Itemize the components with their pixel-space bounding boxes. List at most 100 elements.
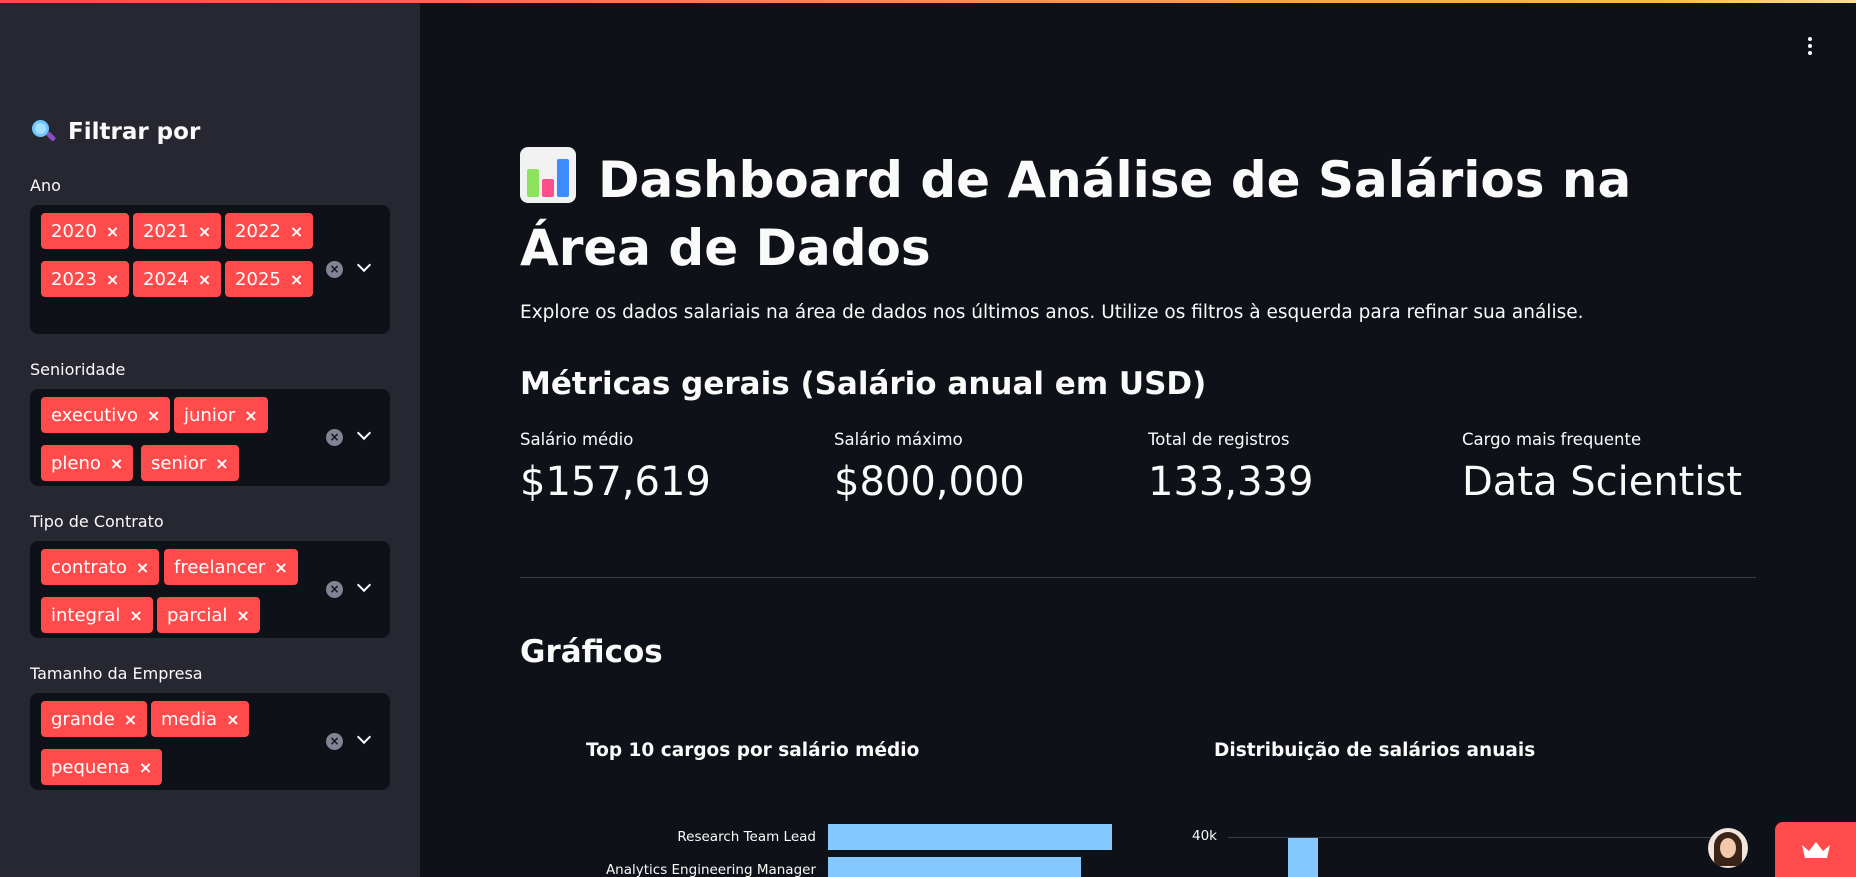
sidebar-header: Filtrar por xyxy=(30,118,200,146)
chip-label: 2023 xyxy=(51,268,97,290)
metric-label: Salário médio xyxy=(520,430,634,449)
bar-mark[interactable] xyxy=(828,824,1112,850)
metric-label: Salário máximo xyxy=(834,430,963,449)
chip-remove-icon[interactable]: × xyxy=(129,605,143,625)
filter-chip: 2025 × xyxy=(225,261,314,297)
chip-label: contrato xyxy=(51,556,127,578)
chip-label: 2020 xyxy=(51,220,97,242)
filter-chip: pequena × xyxy=(41,749,163,785)
chip-remove-icon[interactable]: × xyxy=(105,221,120,241)
chip-remove-icon[interactable]: × xyxy=(274,557,288,577)
bar-mark[interactable] xyxy=(828,857,1081,877)
metric-value: $157,619 xyxy=(520,459,711,505)
bar-category-label: Research Team Lead xyxy=(677,829,816,845)
filter-multiselect[interactable]: executivo × junior × pleno × senior × × xyxy=(30,389,390,486)
chip-remove-icon[interactable]: × xyxy=(197,221,212,241)
chip-label: 2022 xyxy=(235,220,281,242)
filter-label: Tamanho da Empresa xyxy=(30,664,203,683)
filter-chip: executivo × xyxy=(41,397,171,433)
sidebar: Filtrar por Ano 2020 × 2021 × 2022 × 2023 × 2024 ×… xyxy=(0,0,420,877)
chip-label: freelancer xyxy=(174,556,266,578)
filter-chip: integral × xyxy=(41,597,153,633)
filter-chip: 2021 × xyxy=(133,213,222,249)
chip-remove-icon[interactable]: × xyxy=(289,221,304,241)
crown-icon xyxy=(1801,841,1830,858)
chip-remove-icon[interactable]: × xyxy=(138,757,153,777)
chip-remove-icon[interactable]: × xyxy=(236,605,250,625)
section-divider xyxy=(520,577,1756,578)
charts-heading: Gráficos xyxy=(520,634,663,670)
filter-multiselect[interactable]: 2020 × 2021 × 2022 × 2023 × 2024 × 2025 × × xyxy=(30,205,390,334)
chip-remove-icon[interactable]: × xyxy=(135,557,150,577)
chip-remove-icon[interactable]: × xyxy=(105,269,120,289)
filter-chip: 2023 × xyxy=(41,261,130,297)
chevron-down-icon[interactable] xyxy=(357,580,371,594)
filter-chip: parcial × xyxy=(157,597,260,633)
main-menu-button[interactable] xyxy=(1800,34,1820,58)
histogram-bar[interactable] xyxy=(1288,838,1318,877)
chip-label: media xyxy=(161,708,218,730)
filter-chip: contrato × xyxy=(41,549,160,585)
chip-label: pequena xyxy=(51,756,130,778)
chip-remove-icon[interactable]: × xyxy=(215,453,229,473)
metric-top-role: Cargo mais frequente Data Scientist xyxy=(1462,430,1742,505)
chip-remove-icon[interactable]: × xyxy=(146,405,161,425)
filter-label: Ano xyxy=(30,176,61,195)
filter-chip: pleno × xyxy=(41,445,134,481)
chip-label: 2024 xyxy=(143,268,189,290)
chip-label: 2021 xyxy=(143,220,189,242)
intro-text: Explore os dados salariais na área de da… xyxy=(520,302,1584,323)
chart-title-top-roles: Top 10 cargos por salário médio xyxy=(586,740,920,761)
filter-chip: grande × xyxy=(41,701,148,737)
bar-category-label: Analytics Engineering Manager xyxy=(605,862,816,877)
y-tick-label: 40k xyxy=(1192,828,1217,844)
chip-remove-icon[interactable]: × xyxy=(226,709,240,729)
chevron-down-icon[interactable] xyxy=(357,260,371,274)
metric-total-records: Total de registros 133,339 xyxy=(1148,430,1313,505)
filter-chip: 2022 × xyxy=(225,213,314,249)
avatar[interactable] xyxy=(1708,828,1748,868)
chevron-down-icon[interactable] xyxy=(357,428,371,442)
page-title-text: Dashboard de Análise de Salários na Área… xyxy=(520,151,1632,277)
chip-label: 2025 xyxy=(235,268,281,290)
filter-chip: media × xyxy=(151,701,250,737)
chip-remove-icon[interactable]: × xyxy=(197,269,212,289)
deploy-button[interactable] xyxy=(1775,822,1856,877)
chip-label: senior xyxy=(151,452,207,474)
chip-label: grande xyxy=(51,708,115,730)
chip-label: parcial xyxy=(167,604,228,626)
chip-label: pleno xyxy=(51,452,101,474)
chip-remove-icon[interactable]: × xyxy=(109,453,124,473)
filter-chip: senior × xyxy=(141,445,239,481)
filter-chip: junior × xyxy=(174,397,268,433)
sidebar-header-label: Filtrar por xyxy=(68,119,201,145)
filter-multiselect[interactable]: grande × media × pequena × × xyxy=(30,693,390,790)
clear-all-icon[interactable]: × xyxy=(326,260,343,278)
chip-label: executivo xyxy=(51,404,138,426)
filter-multiselect[interactable]: contrato × freelancer × integral × parcial × × xyxy=(30,541,390,638)
chip-remove-icon[interactable]: × xyxy=(123,709,138,729)
metric-max-salary: Salário máximo $800,000 xyxy=(834,430,1025,505)
clear-all-icon[interactable]: × xyxy=(326,428,343,446)
filter-chip: freelancer × xyxy=(164,549,298,585)
metrics-heading: Métricas gerais (Salário anual em USD) xyxy=(520,366,1207,402)
metric-label: Total de registros xyxy=(1148,430,1290,449)
clear-all-icon[interactable]: × xyxy=(326,732,343,750)
chip-remove-icon[interactable]: × xyxy=(289,269,304,289)
metric-label: Cargo mais frequente xyxy=(1462,430,1642,449)
chart-gridline xyxy=(1228,837,1718,838)
kebab-menu-icon xyxy=(1808,37,1812,41)
chip-label: integral xyxy=(51,604,121,626)
filter-label: Tipo de Contrato xyxy=(30,512,164,531)
bar-chart-icon xyxy=(520,147,576,203)
chip-remove-icon[interactable]: × xyxy=(244,405,258,425)
chevron-down-icon[interactable] xyxy=(357,732,371,746)
filter-chip: 2024 × xyxy=(133,261,222,297)
top-accent-bar xyxy=(0,0,1856,3)
clear-all-icon[interactable]: × xyxy=(326,580,343,598)
chip-label: junior xyxy=(184,404,236,426)
magnifying-glass-icon xyxy=(30,118,58,146)
filter-chip: 2020 × xyxy=(41,213,130,249)
chart-title-salary-distribution: Distribuição de salários anuais xyxy=(1214,740,1536,761)
metric-value: $800,000 xyxy=(834,459,1025,505)
